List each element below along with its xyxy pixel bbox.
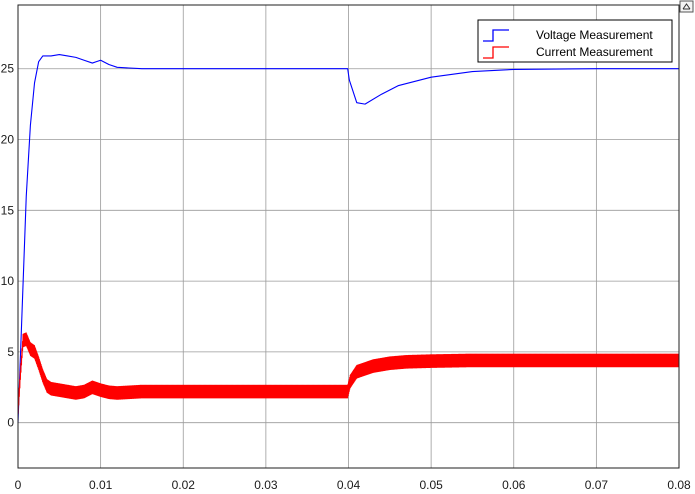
y-tick-label: 5 xyxy=(7,345,14,359)
x-tick-label: 0.04 xyxy=(337,478,361,492)
legend-swatch-current xyxy=(483,46,509,59)
x-tick-label: 0.07 xyxy=(585,478,609,492)
x-tick-label: 0.08 xyxy=(667,478,691,492)
legend: Voltage Measurement Current Measurement xyxy=(477,19,673,63)
x-tick-label: 0.02 xyxy=(172,478,196,492)
y-tick-label: 0 xyxy=(7,416,14,430)
legend-label-voltage: Voltage Measurement xyxy=(536,28,653,42)
y-tick-label: 10 xyxy=(1,274,15,288)
y-tick-label: 15 xyxy=(1,203,15,217)
x-tick-label: 0.06 xyxy=(502,478,526,492)
undock-icon xyxy=(679,0,694,13)
legend-box xyxy=(477,19,673,63)
tick-labels: 0 0.01 0.02 0.03 0.04 0.05 0.06 0.07 0.08 0 5 10 15 2… xyxy=(1,62,691,492)
undock-button[interactable] xyxy=(679,0,694,13)
series-line-voltage xyxy=(17,54,679,423)
series-line-current xyxy=(17,332,680,414)
axes-frame xyxy=(17,4,680,469)
x-tick-label: 0 xyxy=(15,478,22,492)
legend-swatch-voltage xyxy=(483,29,509,42)
series-layer xyxy=(17,54,680,423)
x-tick-label: 0.05 xyxy=(419,478,443,492)
x-tick-label: 0.03 xyxy=(254,478,278,492)
legend-label-current: Current Measurement xyxy=(536,45,653,59)
y-tick-label: 20 xyxy=(1,133,15,147)
grid xyxy=(17,5,680,468)
undock-arrow-icon xyxy=(682,3,691,10)
x-tick-label: 0.01 xyxy=(89,478,113,492)
y-tick-label: 25 xyxy=(1,62,15,76)
